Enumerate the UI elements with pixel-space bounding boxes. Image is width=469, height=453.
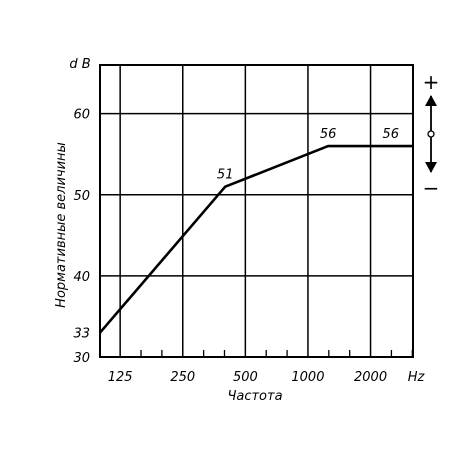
series-line-1 (99, 144, 413, 334)
x-tick-label-125: 125 (108, 370, 133, 385)
x-tick-label-250: 250 (170, 370, 195, 385)
data-label-1: 51 (217, 168, 234, 183)
y-tick-label-40: 40 (73, 270, 90, 285)
data-label-2: 56 (320, 127, 337, 142)
arrow-up-icon (425, 95, 437, 106)
minus-sign: − (423, 176, 440, 200)
y-unit-label: d B (69, 57, 90, 72)
y-tick-label-60: 60 (73, 108, 90, 123)
x-tick-label-500: 500 (233, 370, 258, 385)
series-layer (99, 144, 413, 334)
x-tick-label-1000: 1000 (291, 370, 324, 385)
level-indicator: + − (423, 70, 440, 200)
y-tick-label-33: 33 (73, 327, 90, 342)
y-axis-title: Нормативные величины (54, 142, 69, 308)
data-label-3: 56 (382, 127, 399, 142)
plot-frame (99, 64, 414, 358)
minor-ticks (140, 350, 413, 357)
x-unit-label: Hz (408, 370, 426, 385)
x-axis-title: Частота (227, 389, 282, 404)
indicator-center-dot (427, 130, 435, 138)
x-tick-label-2000: 2000 (354, 370, 387, 385)
y-tick-label-30: 30 (73, 351, 90, 366)
label-layer: 125 250 500 1000 2000 30 33 40 50 60 51 56 56 (73, 108, 399, 385)
plus-sign: + (423, 70, 440, 94)
arrow-down-icon (425, 162, 437, 173)
grid (99, 64, 414, 358)
y-tick-label-50: 50 (73, 189, 90, 204)
